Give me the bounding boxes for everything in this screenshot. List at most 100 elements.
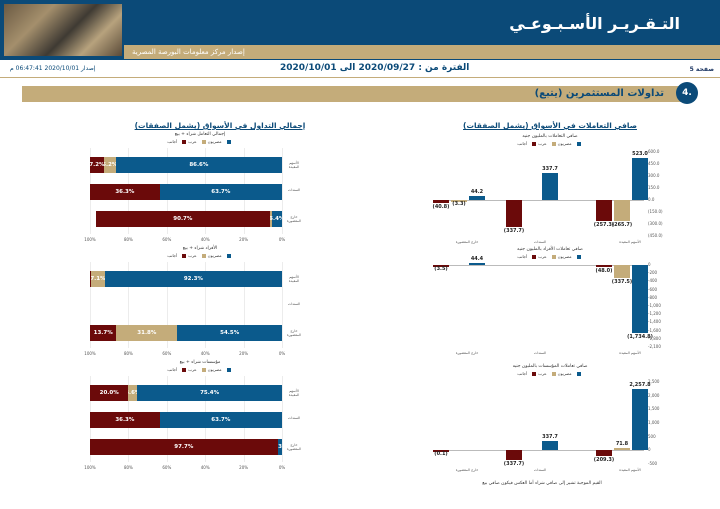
row-label: السندات <box>287 302 301 306</box>
y-tick-label: 2,000 <box>648 392 660 398</box>
y-tick-label: -500 <box>648 461 658 466</box>
bar-foreigners <box>506 200 522 228</box>
data-label: (40.8) <box>432 204 450 211</box>
x-tick-label: 40% <box>200 465 210 470</box>
stacked-bar: 63.7% 36.3% <box>90 412 282 428</box>
legend-label-arabs: عرب <box>188 367 197 372</box>
legend-label-egyptians: مصريون <box>557 371 572 376</box>
row-label: خارج المقصورة <box>286 443 302 451</box>
row-label: الأسهم المقيدة <box>288 275 300 283</box>
gridline <box>282 148 283 234</box>
bar-foreigners <box>596 265 612 267</box>
legend-label-arabs: عرب <box>538 371 547 376</box>
data-label: (3.3) <box>452 201 466 208</box>
x-tick-label: 100% <box>84 465 96 470</box>
gridline <box>282 376 283 462</box>
bar-segment-egyptians: 63.7% <box>159 184 282 200</box>
gridline <box>243 262 245 348</box>
bar-segment-foreigners <box>90 271 92 287</box>
x-tick-label: 20% <box>239 237 249 242</box>
chart-legend: مصريون عرب أجانب <box>84 139 316 144</box>
category-label: السندات <box>533 351 547 355</box>
data-label: (209.3) <box>593 457 615 464</box>
header-photo <box>4 4 122 56</box>
row-label: الأسهم المقيدة <box>288 389 300 397</box>
chart-title: إجمالي التعامل شراء + بيع <box>174 132 226 137</box>
divider <box>0 77 720 78</box>
y-tick-label: 1,500 <box>648 406 660 412</box>
zero-line <box>446 450 644 452</box>
bar-egyptians <box>632 388 648 451</box>
category-label: خارج المقصورة <box>455 240 479 244</box>
legend-swatch-egyptians <box>226 254 231 258</box>
category-label: السندات <box>533 468 547 472</box>
bar-foreigners <box>433 450 449 452</box>
report-title: التـقـريـر الأسـبـوعـي <box>509 14 680 33</box>
data-label: (48.0) <box>595 267 613 274</box>
x-tick-label: 20% <box>239 351 249 356</box>
bar-segment-arabs: 4.6% <box>128 385 138 401</box>
footnote: القيم الموجبة تشير إلى صافي شراء أما الع… <box>482 481 602 486</box>
legend-label-foreigners: أجانب <box>167 139 178 144</box>
bar-segment-foreigners: 36.3% <box>90 184 160 200</box>
x-tick-label: 0% <box>278 465 286 470</box>
chart-legend: مصريون عرب أجانب <box>84 367 316 372</box>
row-label: خارج المقصورة <box>286 215 302 223</box>
bar-foreigners <box>433 200 449 204</box>
data-label: (337.7) <box>503 460 525 467</box>
chart-legend: مصريون عرب أجانب <box>440 371 660 376</box>
legend-label-foreigners: أجانب <box>167 367 178 372</box>
stacked-bar: 2.3%97.7% <box>90 439 282 455</box>
bar-segment-egyptians: 5.4% <box>271 211 282 227</box>
row-label: السندات <box>287 188 301 192</box>
bar-arabs <box>614 448 630 451</box>
x-tick-label: 40% <box>200 237 210 242</box>
y-tick-label: 0.0 <box>648 197 655 202</box>
category-label: خارج المقصورة <box>455 468 479 472</box>
bar-segment-arabs: 31.8% <box>116 325 178 341</box>
legend-label-foreigners: أجانب <box>517 141 528 146</box>
legend-label-egyptians: مصريون <box>557 254 572 259</box>
bar-egyptians <box>542 172 558 200</box>
legend-label-egyptians: مصريون <box>207 367 222 372</box>
legend-label-arabs: عرب <box>538 141 547 146</box>
page-number: صفحة 5 <box>689 66 714 73</box>
legend-swatch-egyptians <box>576 372 581 376</box>
legend-label-egyptians: مصريون <box>207 139 222 144</box>
gridline <box>282 262 283 348</box>
stacked-chart-2: الأفراد شراء + بيع مصريون عرب أجانب <box>84 246 316 362</box>
stacked-bar: 75.4%4.6%20.0% <box>90 385 282 401</box>
y-tick-label: 450.0 <box>648 161 660 166</box>
section-title: تداولات المستثمرين (يتبع) <box>534 88 664 99</box>
bar-egyptians <box>469 196 485 200</box>
x-tick-label: 60% <box>162 465 172 470</box>
y-tick-label: 600.0 <box>648 149 660 154</box>
legend-swatch-foreigners <box>182 254 187 258</box>
x-tick-label: 100% <box>84 237 96 242</box>
header-strip <box>124 45 720 59</box>
bar-segment-arabs: 6.2% <box>103 157 116 173</box>
legend-swatch-arabs <box>201 254 206 258</box>
bar-arabs <box>614 200 630 222</box>
bar-segment-arabs: 7.1% <box>91 271 105 287</box>
legend-swatch-foreigners <box>532 142 537 146</box>
legend-label-arabs: عرب <box>188 253 197 258</box>
zero-line <box>446 200 644 201</box>
legend-swatch-arabs <box>201 368 206 372</box>
category-label: الأسهم المقيدة <box>619 240 641 244</box>
y-tick-label: (150.0) <box>648 209 663 214</box>
legend-swatch-foreigners <box>182 368 187 372</box>
legend-swatch-foreigners <box>182 140 187 144</box>
y-tick-label: 1,000 <box>648 420 660 425</box>
chart-title: صافي تعاملات المؤسسات بالمليون جنيه <box>512 364 588 369</box>
y-tick-label: 2,500 <box>648 379 660 384</box>
bar-segment-egyptians: 54.5% <box>177 325 282 341</box>
y-tick-label: 0 <box>648 447 651 453</box>
y-tick-label: 300.0 <box>648 173 660 178</box>
data-label: 44.4 <box>470 256 484 263</box>
x-tick-label: 20% <box>239 465 249 470</box>
stacked-bar: 63.7% 36.3% <box>90 184 282 200</box>
bar-segment-arabs: 0.9% <box>269 211 272 227</box>
zero-line <box>446 265 644 266</box>
chart-legend: مصريون عرب أجانب <box>440 141 660 146</box>
